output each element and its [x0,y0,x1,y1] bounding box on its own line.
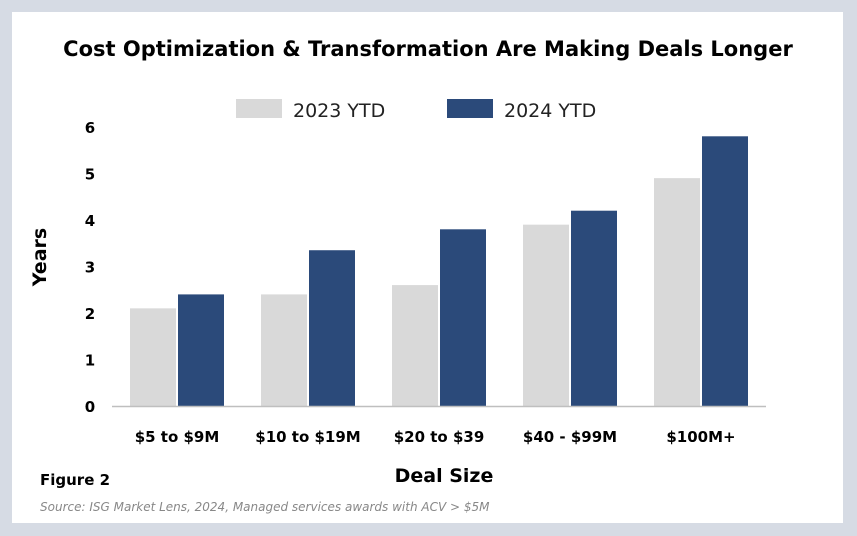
y-tick-label: 0 [85,398,95,416]
bars [130,136,748,407]
y-tick-label: 1 [85,352,95,370]
bar-2024 [440,229,486,406]
bar-2023 [523,224,569,406]
x-tick-label: $100M+ [666,428,735,446]
bar-2023 [392,285,438,406]
legend-label: 2023 YTD [293,100,385,122]
chart-title: Cost Optimization & Transformation Are M… [63,37,793,61]
y-tick-label: 4 [85,212,95,230]
bar-2024 [178,294,224,406]
legend-swatch [447,99,493,118]
bar-2024 [309,250,355,406]
y-axis-ticks: 0 1 2 3 4 5 6 [85,119,95,416]
x-tick-label: $40 - $99M [523,428,617,446]
y-tick-label: 5 [85,166,95,184]
x-tick-label: $5 to $9M [135,428,220,446]
legend-swatch [236,99,282,118]
bar-2023 [261,294,307,406]
y-tick-label: 3 [85,259,95,277]
x-tick-label: $10 to $19M [255,428,360,446]
bar-2023 [654,178,700,406]
y-tick-label: 2 [85,305,95,323]
x-axis-ticks: $5 to $9M $10 to $19M $20 to $39 $40 - $99M… [135,428,736,446]
y-tick-label: 6 [85,119,95,137]
legend: 2023 YTD 2024 YTD [236,99,596,122]
bar-2023 [130,308,176,406]
x-tick-label: $20 to $39 [394,428,485,446]
source-note: Source: ISG Market Lens, 2024, Managed s… [40,500,490,514]
bar-2024 [571,210,617,406]
bar-2024 [702,136,748,407]
legend-label: 2024 YTD [504,100,596,122]
figure-label: Figure 2 [40,471,110,489]
x-axis-label: Deal Size [395,465,494,487]
y-axis-label: Years [29,228,51,287]
